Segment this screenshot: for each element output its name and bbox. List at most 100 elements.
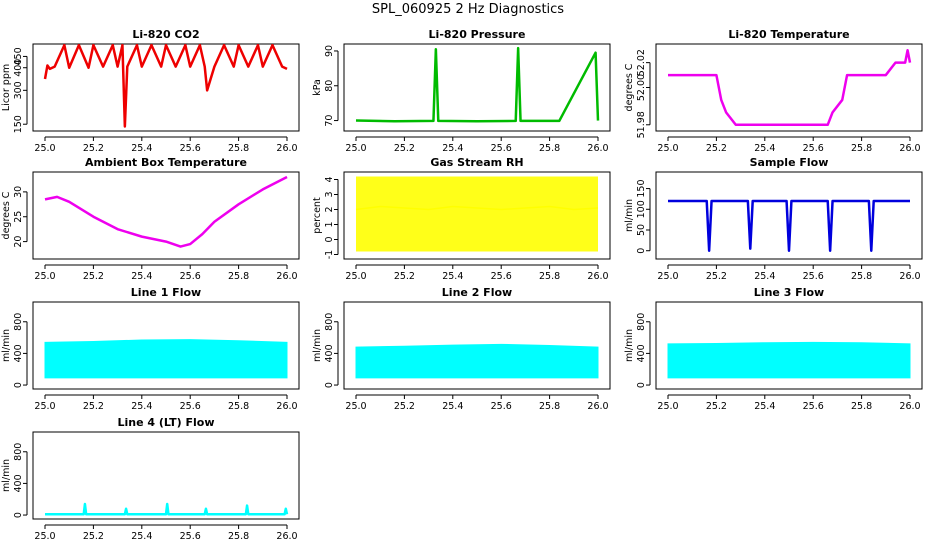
noise-band — [356, 176, 598, 252]
x-tick-label: 25.4 — [442, 271, 463, 282]
y-axis-label: ml/min — [1, 459, 12, 492]
x-tick-label: 25.0 — [345, 271, 366, 282]
y-tick-label: 0 — [636, 382, 647, 388]
y-tick-label: 52.00 — [636, 74, 647, 101]
panel-rh: Gas Stream RH 25.0 25.2 25.4 25.6 25.8 26.0 -1 0… — [312, 156, 611, 282]
y-tick-label: 0 — [13, 382, 24, 388]
series-line — [355, 205, 599, 211]
y-tick-label: 400 — [636, 344, 647, 362]
y-tick-label: 0 — [324, 382, 335, 388]
x-tick-label: 25.8 — [228, 531, 249, 540]
x-tick-label: 25.0 — [657, 143, 678, 154]
x-tick-label: 25.8 — [539, 271, 560, 282]
y-axis-label: ml/min — [312, 329, 323, 362]
x-tick-label: 25.8 — [539, 143, 560, 154]
x-tick-label: 25.0 — [34, 401, 55, 412]
panel-title: Gas Stream RH — [430, 156, 523, 169]
y-tick-label: 3 — [324, 191, 335, 197]
panel-title: Li-820 Pressure — [429, 28, 526, 41]
series-group — [668, 199, 910, 252]
x-tick-label: 26.0 — [899, 271, 920, 282]
x-tick-label: 25.2 — [394, 401, 415, 412]
y-tick-label: 400 — [324, 344, 335, 362]
series-group — [43, 44, 288, 128]
x-tick-label: 25.4 — [754, 271, 775, 282]
series-line — [43, 44, 288, 128]
x-tick-label: 25.6 — [803, 143, 824, 154]
x-tick-label: 25.2 — [83, 271, 104, 282]
panel-title: Line 4 (LT) Flow — [118, 416, 215, 429]
y-tick-label: -1 — [324, 250, 335, 259]
x-tick-label: 25.6 — [491, 401, 512, 412]
y-tick-label: 80 — [324, 80, 335, 92]
series-line — [44, 175, 288, 248]
series-group — [355, 46, 600, 123]
x-tick-label: 25.0 — [34, 143, 55, 154]
x-tick-label: 26.0 — [899, 401, 920, 412]
x-tick-label: 25.2 — [83, 143, 104, 154]
panel-title: Sample Flow — [750, 156, 829, 169]
x-tick-label: 25.0 — [345, 401, 366, 412]
x-tick-label: 25.6 — [803, 271, 824, 282]
x-tick-label: 25.6 — [180, 531, 201, 540]
y-tick-label: 2 — [324, 206, 335, 212]
x-tick-label: 25.2 — [394, 143, 415, 154]
y-axis-label: kPa — [312, 79, 323, 96]
panel-line4: Line 4 (LT) Flow 25.0 25.2 25.4 25.6 25.8 26.0… — [1, 416, 300, 540]
x-tick-label: 25.2 — [706, 271, 727, 282]
y-axis-label: degrees C — [1, 191, 12, 239]
y-tick-label: 300 — [13, 81, 24, 99]
y-tick-label: 800 — [636, 313, 647, 331]
x-tick-label: 25.0 — [657, 401, 678, 412]
x-tick-label: 25.4 — [131, 143, 152, 154]
x-tick-label: 25.6 — [803, 401, 824, 412]
series-line — [668, 199, 910, 252]
plot-frame — [343, 43, 611, 132]
x-tick-label: 26.0 — [587, 143, 608, 154]
plot-frame — [655, 171, 923, 260]
x-tick-label: 25.2 — [394, 271, 415, 282]
y-axis-label: percent — [312, 197, 323, 234]
y-tick-label: 0 — [13, 512, 24, 518]
y-tick-label: 400 — [13, 474, 24, 492]
plot-frame — [32, 171, 300, 260]
plot-frame — [343, 171, 611, 260]
plot-frame — [655, 301, 923, 390]
y-tick-label: 800 — [13, 443, 24, 461]
panel-line3: Line 3 Flow 25.0 25.2 25.4 25.6 25.8 26.0 0 400 8… — [624, 286, 923, 412]
y-axis-label: ml/min — [624, 199, 635, 232]
x-tick-label: 26.0 — [587, 401, 608, 412]
y-tick-label: 1 — [324, 221, 335, 227]
panel-pressure: Li-820 Pressure 25.0 25.2 25.4 25.6 25.8 26.0 7… — [312, 28, 611, 154]
y-tick-label: 52.02 — [636, 49, 647, 76]
series-area — [355, 343, 599, 379]
panel-line2: Line 2 Flow 25.0 25.2 25.4 25.6 25.8 26.0 0 400 8… — [312, 286, 611, 412]
y-tick-label: 800 — [13, 313, 24, 331]
y-axis-label: ml/min — [1, 329, 12, 362]
x-tick-label: 25.2 — [706, 143, 727, 154]
x-tick-label: 26.0 — [587, 271, 608, 282]
x-tick-label: 25.6 — [180, 143, 201, 154]
y-axis-label: degrees C — [624, 63, 635, 111]
x-tick-label: 26.0 — [276, 271, 297, 282]
plot-frame — [343, 301, 611, 390]
panel-title: Line 3 Flow — [754, 286, 824, 299]
series-group — [668, 48, 912, 127]
x-tick-label: 25.8 — [851, 271, 872, 282]
panel-box-temp: Ambient Box Temperature 25.0 25.2 25.4 25.6 2… — [1, 156, 300, 282]
x-tick-label: 25.6 — [491, 271, 512, 282]
y-tick-label: 50 — [636, 224, 647, 236]
y-tick-label: 150 — [636, 180, 647, 198]
x-tick-label: 26.0 — [276, 531, 297, 540]
y-tick-label: 4 — [324, 176, 335, 182]
y-tick-label: 100 — [636, 200, 647, 218]
x-tick-label: 25.6 — [491, 143, 512, 154]
panel-title: Ambient Box Temperature — [85, 156, 247, 169]
y-tick-label: 51.98 — [636, 111, 647, 138]
series-group — [44, 175, 288, 248]
x-tick-label: 26.0 — [899, 143, 920, 154]
y-tick-label: 400 — [13, 344, 24, 362]
y-tick-label: 70 — [324, 115, 335, 127]
y-tick-label: 0 — [324, 236, 335, 242]
y-tick-label: 90 — [324, 45, 335, 57]
